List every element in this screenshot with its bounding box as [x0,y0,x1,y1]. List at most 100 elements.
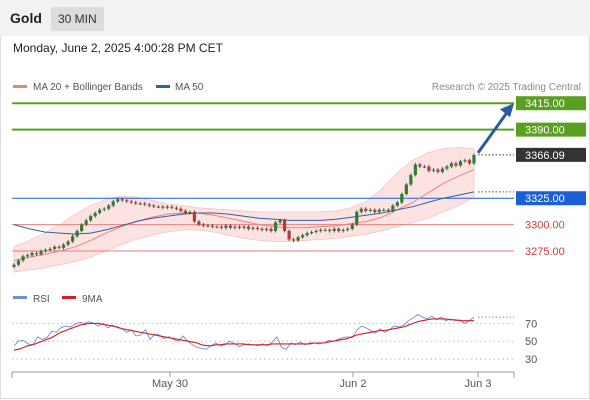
candle-body [102,208,106,210]
candle-body [197,221,201,225]
level-tag-3325.00 [516,191,586,206]
candle-body [395,202,399,206]
candles [12,103,514,269]
candle-body [71,236,75,242]
candle-body [287,230,291,240]
legend-label-rsi: RSI [33,294,50,305]
candle-body [98,209,102,213]
candle-body [359,208,363,212]
candle-body [116,199,120,202]
candle-body [111,201,115,206]
candle-body [170,206,174,208]
candle-body [183,210,187,213]
candle-body [368,209,372,211]
candle-body [427,166,431,171]
indicator-lines [13,169,475,261]
legend-label-ma20: MA 20 + Bollinger Bands [33,82,143,93]
candle-body [328,229,332,231]
candle-body [251,227,255,229]
candle-body [296,237,300,241]
candle-body [34,253,39,255]
time-tick-label: Jun 2 [340,378,367,390]
candle-body [463,160,467,162]
candle-body [436,169,440,172]
candle-body [409,175,413,185]
candle-body [273,222,278,231]
candle-body [39,251,43,255]
candle-body [107,205,111,209]
candle-body [30,253,34,256]
candle-body [210,225,215,227]
bollinger-bands [13,147,475,273]
candle-body [454,163,458,166]
candle-body [418,164,422,167]
timeframe-button[interactable]: 30 MIN [51,7,104,31]
candle-body [310,232,314,234]
rsi-tick-70: 70 [525,318,537,330]
candle-body [400,194,404,203]
rsi-tick-50: 50 [525,336,537,348]
candle-body [52,246,57,249]
candle-body [404,184,408,194]
forecast-arrow-head [500,103,514,118]
candle-body [57,246,61,248]
candle-body [125,200,129,202]
candle-body [314,230,318,232]
candle-body [440,168,445,172]
candle-body [377,209,381,212]
candle-body [382,209,386,211]
rsi-tick-30: 30 [525,354,537,366]
candle-body [48,248,52,250]
candle-body [161,206,165,208]
level-label-3275.00: 3275.00 [525,246,565,258]
rsi-9ma-line [13,318,474,351]
candle-body [25,255,30,257]
level-label-3325.00: 3325.00 [525,193,565,205]
chart-timestamp: Monday, June 2, 2025 4:00:28 PM CET [13,41,223,55]
candle-body [165,206,169,208]
price-levels: 3415.00 3390.00 3366.09 3325.00 3300.00 3275.… [12,96,586,258]
candle-body [215,226,219,228]
candle-body [337,228,341,231]
candle-body [350,224,354,229]
candle-body [89,216,93,221]
candle-body [422,166,426,168]
candle-body [120,199,124,201]
candle-body [431,169,436,171]
candle-body [364,208,368,211]
candle-body [188,211,192,213]
ma50-line [13,191,475,235]
candle-body [292,239,296,241]
last-price-label: 3366.09 [525,150,565,162]
rsi-panel: RSI 9MA 70 50 30 [12,294,537,366]
candle-body [255,227,260,229]
candle-body [228,225,233,228]
bollinger-band-area [13,147,475,273]
candle-body [246,226,251,229]
candle-body [355,211,359,225]
candle-body [80,224,84,231]
candle-body [319,229,323,231]
candle-body [242,226,246,228]
candle-body [233,226,237,228]
candle-body [278,220,282,223]
time-tick-label: Jun 3 [465,378,492,390]
candle-body [282,220,287,231]
candle-body [179,208,183,211]
candle-body [472,154,476,164]
legend-swatch-ma20 [13,85,27,88]
candle-body [391,205,395,211]
candle-body [134,202,138,204]
candle-body [201,224,206,226]
candle-body [192,211,196,222]
legend-swatch-rsi [13,296,27,299]
candle-body [43,249,48,251]
candle-body [224,225,228,228]
candle-body [174,207,178,209]
level-tag-3415.00 [516,96,586,111]
time-axis: May 30 Jun 2 Jun 3 [11,371,515,390]
candle-body [156,206,160,208]
instrument-title: Gold [10,10,42,26]
time-tick-label: May 30 [152,378,188,390]
